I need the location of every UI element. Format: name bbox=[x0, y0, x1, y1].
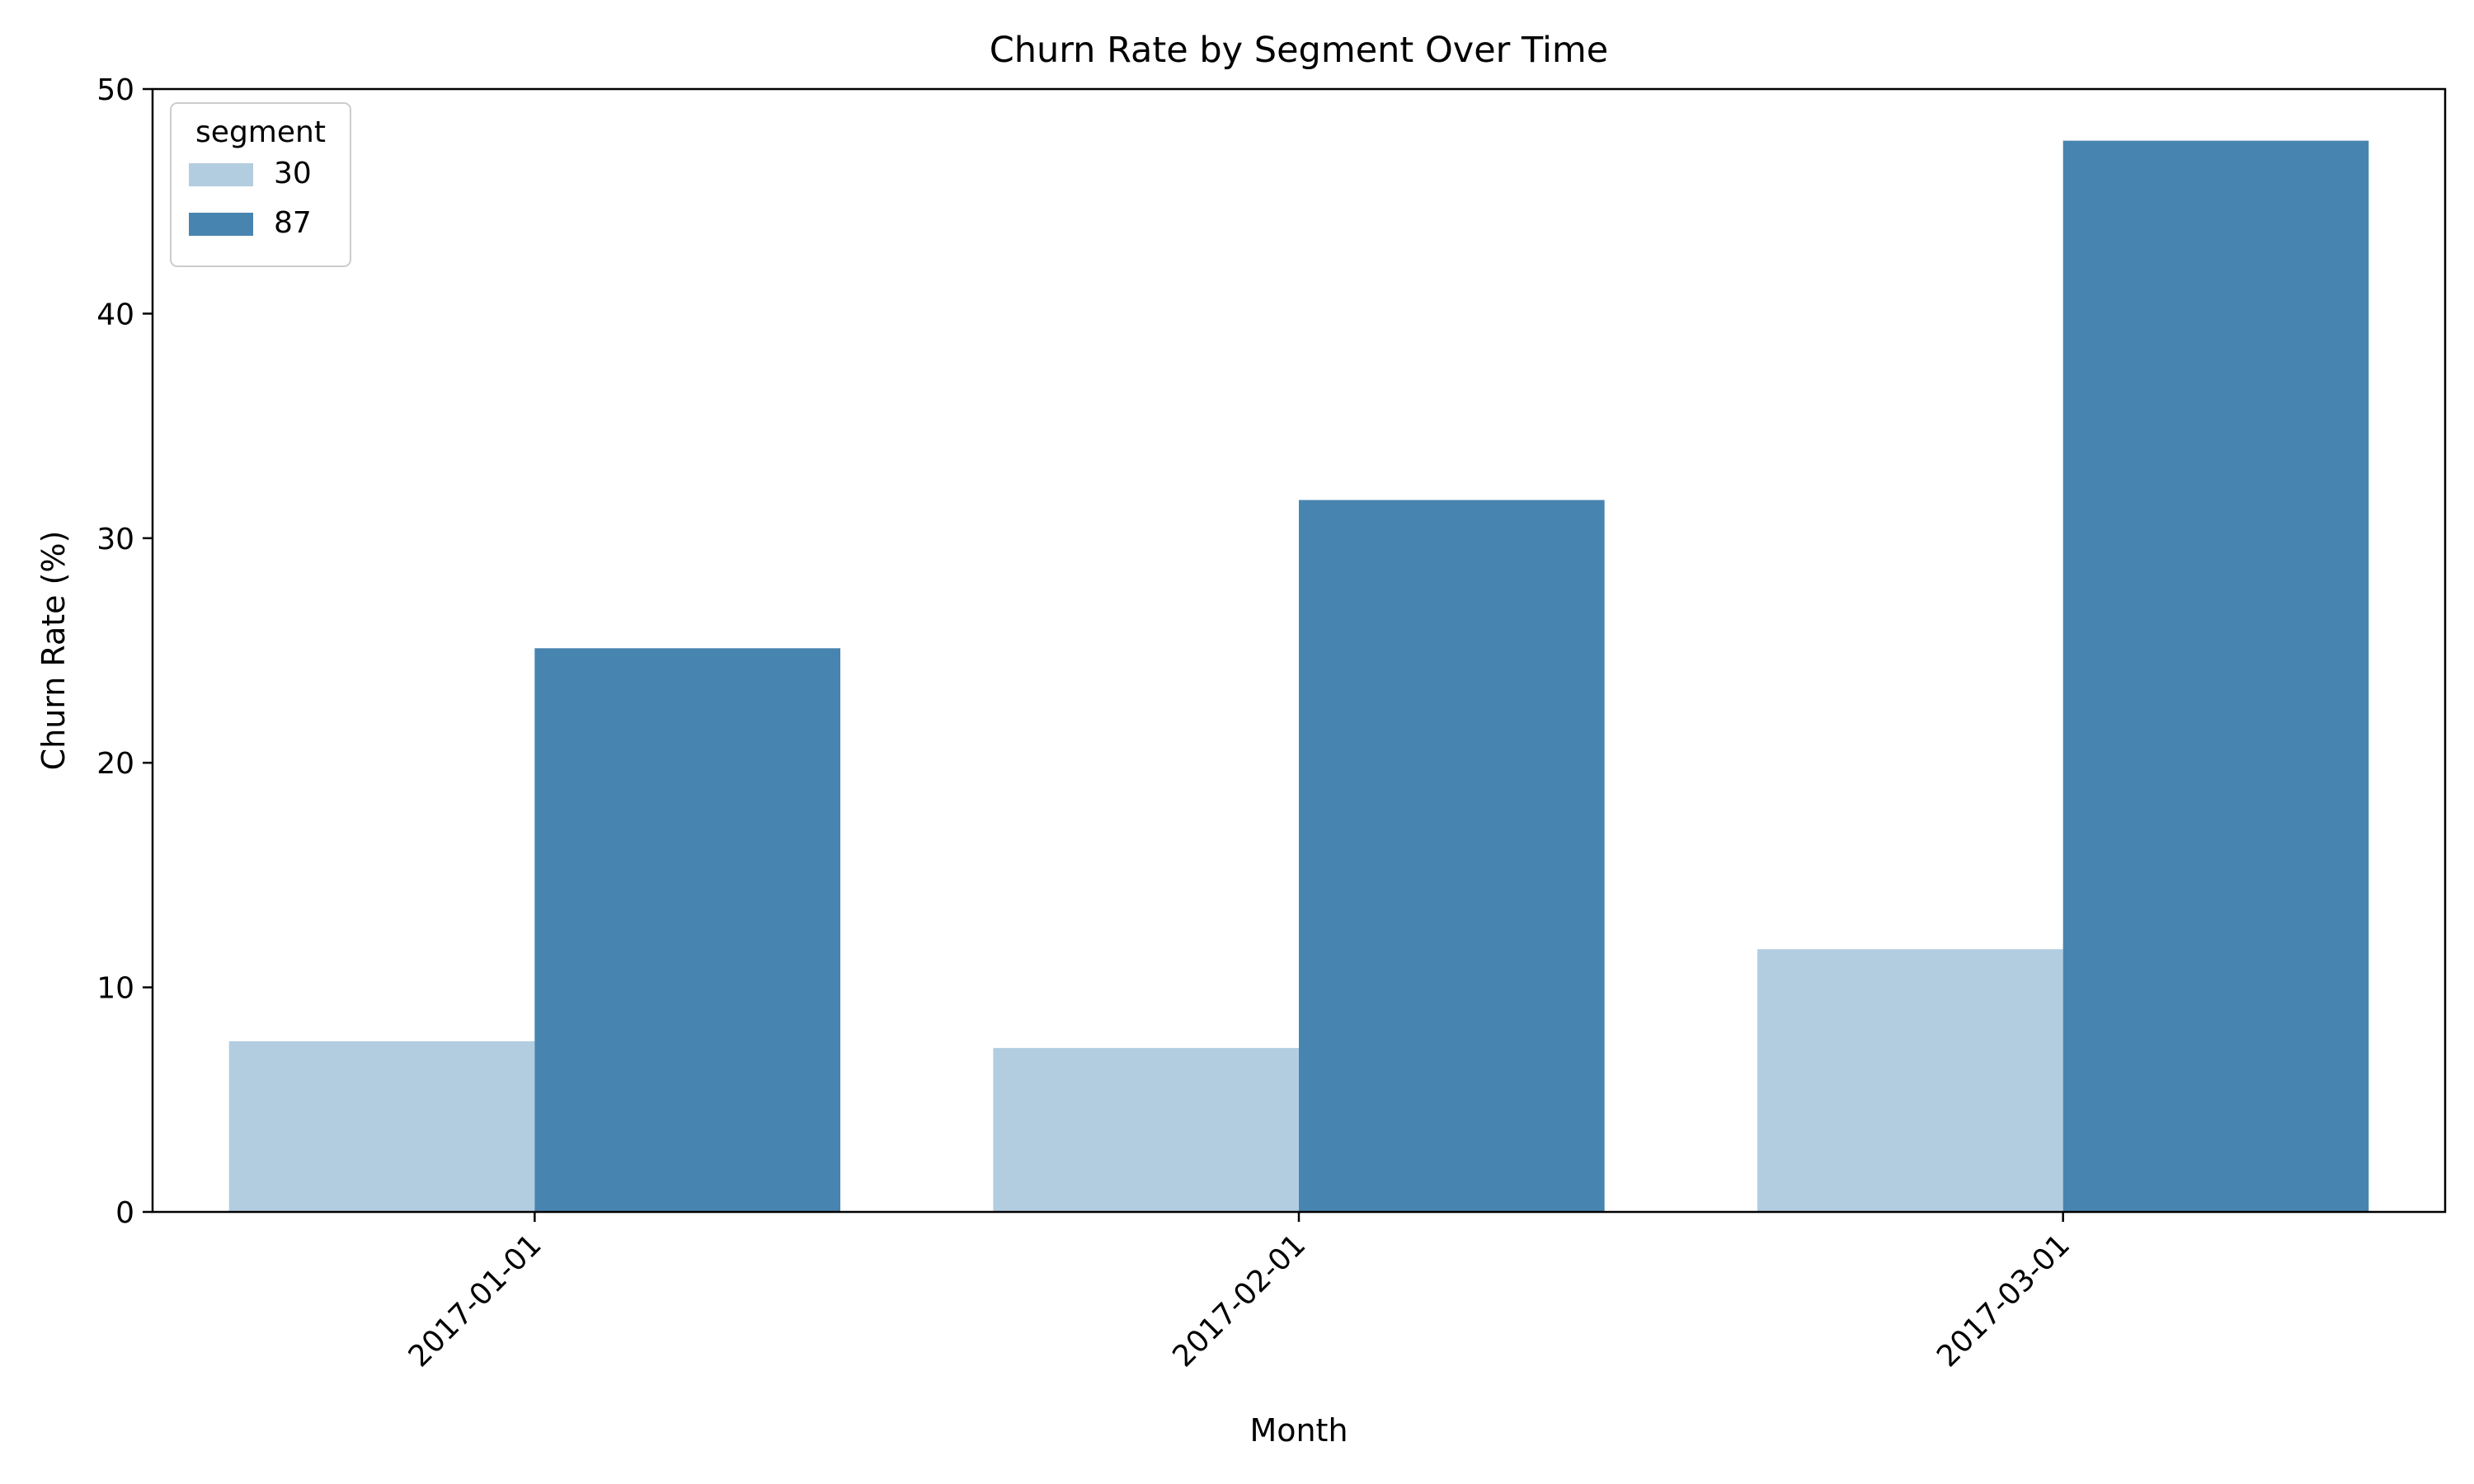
bars-group bbox=[228, 140, 2369, 1213]
x-axis-label: Month bbox=[1249, 1412, 1348, 1449]
y-tick-label: 30 bbox=[96, 523, 134, 556]
bar-2017-02-01-segment-30 bbox=[993, 1048, 1299, 1212]
y-axis: 0 10 20 30 40 50 bbox=[96, 73, 153, 1230]
bar-2017-02-01-segment-87 bbox=[1299, 500, 1605, 1212]
x-tick-label: 2017-02-01 bbox=[1166, 1228, 1312, 1374]
bar-2017-03-01-segment-30 bbox=[1757, 949, 2063, 1212]
legend-swatch-87 bbox=[189, 213, 253, 236]
y-tick-label: 40 bbox=[96, 298, 134, 331]
legend-label-87: 87 bbox=[274, 206, 312, 240]
bar-2017-01-01-segment-87 bbox=[534, 648, 840, 1212]
x-axis: 2017-01-01 2017-02-01 2017-03-01 bbox=[402, 1212, 2077, 1374]
bar-2017-01-01-segment-30 bbox=[228, 1040, 535, 1212]
y-tick-label: 10 bbox=[96, 972, 134, 1006]
bar-2017-03-01-segment-87 bbox=[2062, 140, 2369, 1213]
chart-title: Churn Rate by Segment Over Time bbox=[990, 30, 1609, 71]
legend-label-30: 30 bbox=[274, 157, 312, 190]
y-tick-label: 20 bbox=[96, 747, 134, 781]
legend-swatch-30 bbox=[189, 163, 253, 186]
y-tick-label: 0 bbox=[115, 1196, 134, 1230]
legend-title: segment bbox=[195, 115, 326, 149]
x-tick-label: 2017-03-01 bbox=[1931, 1228, 2077, 1374]
y-axis-label: Churn Rate (%) bbox=[35, 531, 72, 771]
x-tick-label: 2017-01-01 bbox=[402, 1228, 548, 1374]
y-tick-label: 50 bbox=[96, 73, 134, 107]
legend: segment 30 87 bbox=[170, 102, 351, 267]
